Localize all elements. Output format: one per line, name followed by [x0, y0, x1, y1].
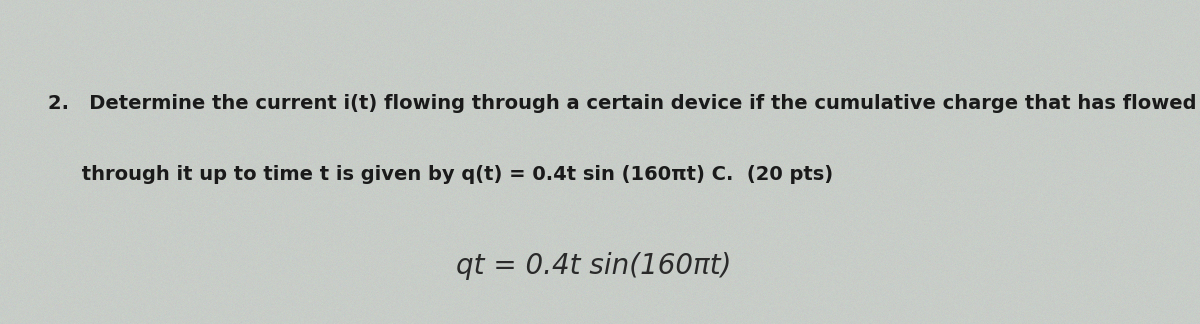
Text: 2.   Determine the current i(t) flowing through a certain device if the cumulati: 2. Determine the current i(t) flowing th… — [48, 94, 1196, 113]
Text: through it up to time t is given by q(t) = 0.4t sin (160πt) C.  (20 pts): through it up to time t is given by q(t)… — [48, 166, 833, 184]
Text: qt = 0.4t sin(160πt): qt = 0.4t sin(160πt) — [456, 252, 732, 280]
